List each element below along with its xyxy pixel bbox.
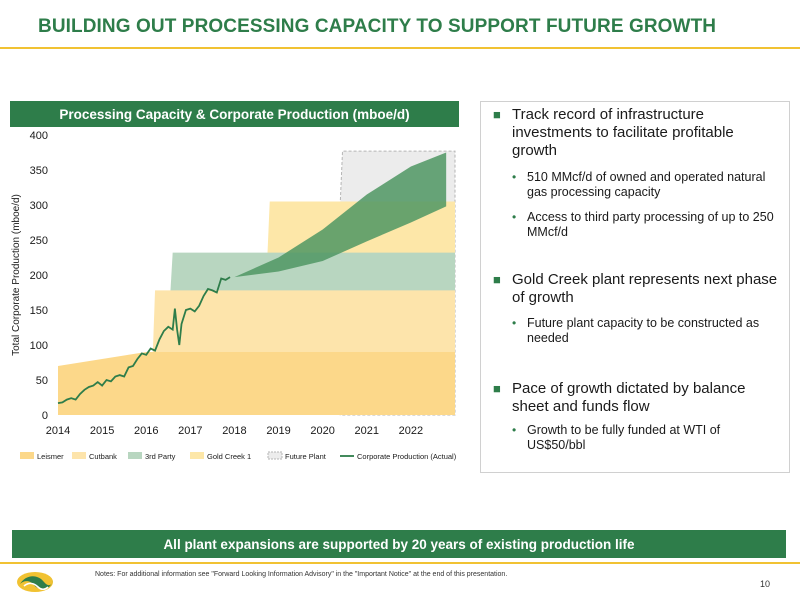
x-tick-label: 2018 [222,425,246,437]
legend-swatch [190,452,204,459]
y-tick-label: 400 [30,130,48,142]
bullet-panel: ■ Track record of infrastructure investm… [480,101,790,473]
dot-bullet-icon: • [512,210,517,224]
dot-bullet-icon: • [512,170,517,184]
x-tick-label: 2022 [399,425,423,437]
y-axis-label: Total Corporate Production (mboe/d) [11,194,22,356]
y-tick-label: 100 [30,340,48,352]
dot-bullet-icon: • [512,316,517,330]
legend-label: Cutbank [89,452,117,461]
production-actual-line [57,276,231,404]
capacity-area-leismer [58,352,455,415]
production-forecast-band [234,152,447,278]
bullet-text: Track record of infrastructure investmen… [512,106,734,159]
slide-title: BUILDING OUT PROCESSING CAPACITY TO SUPP… [38,16,717,37]
y-tick-label: 200 [30,270,48,282]
y-tick-label: 250 [30,235,48,247]
footer-divider [0,562,800,564]
page-number: 10 [760,579,771,589]
legend-swatch [267,451,283,460]
legend-label: Gold Creek 1 [207,452,251,461]
bullet-text: Gold Creek plant represents next phase o… [512,271,778,306]
x-tick-label: 2016 [134,425,158,437]
capacity-production-chart: 0 50 100 150 200 250 300 350 400 2014 2015 2016 2017… [11,130,457,461]
y-tick-label: 0 [42,410,48,422]
square-bullet-icon: ■ [493,381,501,396]
y-tick-label: 50 [36,375,48,387]
x-tick-label: 2021 [355,425,379,437]
legend-label: Leismer [37,452,64,461]
x-tick-label: 2020 [310,425,334,437]
company-logo-icon [17,572,53,592]
legend-swatch [128,452,142,459]
title-divider [0,47,800,49]
x-tick-label: 2019 [266,425,290,437]
legend-label: 3rd Party [145,452,176,461]
x-tick-label: 2017 [178,425,202,437]
legend-swatch [72,452,86,459]
legend-label: Corporate Production (Actual) [357,452,457,461]
x-tick-label: 2014 [46,425,70,437]
dot-bullet-icon: • [512,423,517,437]
square-bullet-icon: ■ [493,272,501,287]
legend-label: Future Plant [285,452,327,461]
x-tick-label: 2015 [90,425,114,437]
y-tick-label: 150 [30,305,48,317]
footnote: Notes: For additional information see "F… [95,571,508,578]
y-tick-label: 350 [30,165,48,177]
chart-title-banner: Processing Capacity & Corporate Producti… [10,101,459,127]
legend-swatch [20,452,34,459]
sub-bullet-text: 510 MMcf/d of owned and operated natural… [527,170,766,199]
sub-bullet-text: Growth to be fully funded at WTI of US$5… [527,423,721,452]
bullet-text: Pace of growth dictated by balance sheet… [512,380,746,415]
sub-bullet-text: Access to third party processing of up t… [527,210,774,239]
summary-banner: All plant expansions are supported by 20… [12,530,786,558]
sub-bullet-text: Future plant capacity to be constructed … [527,316,760,345]
square-bullet-icon: ■ [493,107,501,122]
y-tick-label: 300 [30,200,48,212]
